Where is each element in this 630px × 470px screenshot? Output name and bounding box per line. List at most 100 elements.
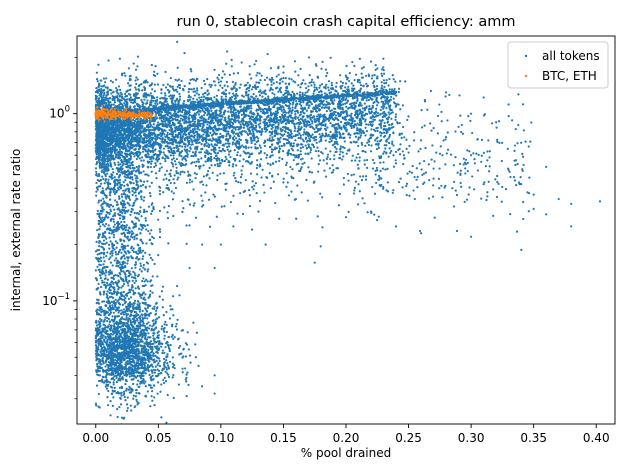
point-all-tokens — [95, 78, 99, 81]
point-all-tokens — [105, 97, 109, 100]
point-all-tokens — [136, 118, 139, 121]
point-all-tokens — [209, 152, 213, 156]
point-all-tokens — [188, 120, 191, 123]
point-all-tokens — [388, 147, 391, 150]
point-all-tokens — [348, 103, 352, 106]
point-all-tokens — [239, 123, 242, 126]
point-all-tokens — [271, 88, 274, 91]
point-all-tokens — [296, 111, 300, 114]
point-all-tokens — [375, 114, 378, 117]
point-all-tokens — [329, 91, 333, 94]
point-all-tokens — [293, 125, 296, 128]
point-all-tokens — [129, 77, 132, 80]
point-all-tokens — [119, 103, 122, 106]
point-all-tokens — [154, 65, 157, 68]
point-all-tokens — [305, 125, 308, 128]
point-all-tokens — [317, 113, 320, 116]
point-all-tokens — [188, 82, 191, 85]
point-all-tokens — [274, 87, 278, 90]
point-all-tokens — [236, 139, 239, 142]
point-all-tokens — [125, 100, 128, 103]
point-all-tokens — [357, 138, 360, 141]
point-all-tokens — [364, 120, 367, 123]
point-all-tokens — [134, 86, 137, 89]
point-all-tokens — [376, 129, 379, 132]
point-all-tokens — [376, 140, 379, 143]
point-all-tokens — [339, 85, 342, 88]
point-all-tokens — [307, 56, 311, 59]
point-all-tokens — [234, 132, 238, 135]
point-all-tokens — [278, 115, 281, 119]
point-all-tokens — [174, 78, 177, 81]
point-all-tokens — [199, 110, 202, 113]
point-all-tokens — [188, 114, 191, 117]
point-all-tokens — [239, 138, 242, 142]
point-all-tokens — [358, 79, 361, 82]
point-all-tokens — [175, 170, 178, 173]
point-all-tokens — [145, 92, 148, 95]
point-all-tokens — [388, 106, 391, 110]
point-all-tokens — [155, 137, 159, 141]
point-all-tokens — [280, 108, 283, 111]
point-all-tokens — [318, 133, 321, 136]
point-all-tokens — [291, 90, 294, 94]
point-all-tokens — [370, 77, 374, 80]
point-all-tokens — [401, 104, 405, 107]
point-all-tokens — [161, 137, 164, 140]
point-all-tokens — [281, 113, 284, 116]
point-all-tokens — [162, 178, 165, 181]
point-all-tokens — [368, 104, 371, 108]
point-all-tokens — [95, 103, 98, 106]
point-all-tokens — [149, 150, 152, 153]
point-all-tokens — [233, 135, 236, 138]
point-all-tokens — [192, 87, 196, 90]
point-all-tokens — [96, 161, 99, 164]
point-all-tokens — [294, 156, 297, 159]
point-all-tokens — [308, 137, 311, 140]
point-all-tokens — [116, 104, 119, 108]
point-all-tokens — [138, 157, 141, 160]
point-all-tokens — [293, 154, 296, 157]
point-all-tokens — [184, 117, 187, 120]
point-all-tokens — [365, 82, 368, 85]
point-all-tokens — [375, 127, 378, 130]
point-all-tokens — [292, 80, 295, 83]
point-all-tokens — [193, 134, 196, 137]
point-all-tokens — [222, 111, 226, 114]
point-all-tokens — [362, 114, 365, 117]
point-all-tokens — [175, 97, 179, 100]
point-all-tokens — [176, 40, 179, 43]
point-all-tokens — [194, 130, 197, 133]
point-all-tokens — [228, 127, 231, 130]
point-all-tokens — [156, 72, 159, 75]
point-all-tokens — [285, 111, 288, 114]
point-all-tokens — [351, 121, 354, 125]
point-all-tokens — [307, 166, 310, 169]
point-all-tokens — [337, 123, 340, 127]
point-all-tokens — [155, 153, 158, 156]
point-all-tokens — [184, 126, 187, 129]
point-all-tokens — [210, 134, 214, 137]
point-all-tokens — [391, 140, 394, 143]
point-all-tokens — [248, 65, 251, 68]
point-all-tokens — [176, 79, 179, 82]
point-all-tokens — [296, 109, 299, 112]
point-all-tokens — [215, 98, 218, 101]
point-all-tokens — [292, 119, 295, 122]
point-all-tokens — [173, 146, 176, 149]
point-all-tokens — [152, 123, 155, 126]
point-all-tokens — [266, 52, 269, 56]
point-all-tokens — [253, 86, 256, 89]
point-all-tokens — [168, 120, 171, 123]
point-all-tokens — [172, 154, 175, 157]
point-all-tokens — [134, 95, 137, 98]
point-all-tokens — [203, 110, 206, 113]
point-all-tokens — [225, 120, 228, 124]
point-all-tokens — [365, 85, 369, 88]
point-all-tokens — [337, 112, 340, 115]
point-all-tokens — [336, 103, 340, 106]
point-all-tokens — [234, 89, 238, 93]
point-all-tokens — [256, 146, 259, 150]
point-all-tokens — [214, 109, 217, 113]
point-all-tokens — [124, 92, 127, 96]
